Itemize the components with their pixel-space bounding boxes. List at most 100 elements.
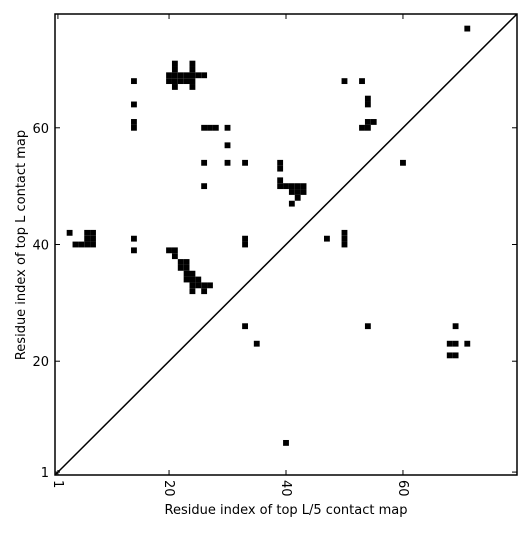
contact-cell [201, 288, 208, 295]
contact-cell [283, 183, 289, 190]
contact-cell [189, 60, 196, 67]
contact-cell [300, 189, 307, 195]
contact-cell [294, 189, 301, 195]
contact-cell [364, 101, 371, 108]
contact-cell [364, 323, 371, 330]
contact-cell [224, 124, 231, 131]
contact-cell [171, 72, 178, 79]
contact-cell [171, 60, 178, 67]
contact-cell [324, 235, 330, 242]
contact-cell [189, 78, 196, 85]
contact-cell [341, 229, 348, 236]
contact-cell [189, 276, 196, 283]
contact-cell [166, 72, 172, 79]
contact-cell [189, 72, 196, 79]
contact-cell [177, 264, 184, 271]
contact-cell [66, 229, 73, 236]
contact-cell [364, 95, 371, 102]
contact-cell [201, 124, 208, 131]
x-tick-label: 40 [278, 480, 293, 497]
contact-cell [171, 84, 178, 90]
contact-cell [183, 259, 190, 265]
contact-cell [452, 352, 459, 359]
contact-cell [177, 72, 184, 79]
contact-cell [201, 159, 208, 166]
contact-cell [341, 235, 348, 242]
contact-cell [171, 247, 178, 254]
contact-cell [90, 235, 96, 242]
contact-cell [370, 119, 377, 125]
contact-cell [452, 323, 459, 330]
contact-cell [359, 78, 365, 85]
contact-cell [242, 159, 248, 166]
contact-cell [277, 183, 284, 190]
contact-cell [359, 124, 365, 131]
contact-cell [131, 247, 137, 254]
contact-cell [294, 183, 301, 190]
contact-cell [189, 288, 196, 295]
contact-cell [212, 124, 219, 131]
contact-cell [189, 66, 196, 73]
contact-cell [131, 78, 137, 85]
contact-cell [166, 247, 172, 254]
contact-cell [224, 142, 231, 149]
contact-cell [242, 235, 248, 242]
contact-cell [131, 235, 137, 242]
contact-cell [288, 200, 295, 207]
y-tick-label: 40 [32, 239, 49, 254]
contact-cell [171, 78, 178, 85]
x-tick-label: 20 [161, 480, 176, 497]
contact-cell [90, 241, 96, 248]
contact-cell [177, 78, 184, 85]
contact-cell [195, 276, 202, 283]
contact-cell [183, 78, 190, 85]
y-tick-label: 20 [32, 355, 49, 370]
contact-cell [183, 72, 190, 79]
contact-cell [201, 72, 208, 79]
y-tick-label: 60 [32, 122, 49, 137]
contact-cell [201, 282, 208, 289]
contact-cell [177, 259, 184, 265]
x-tick-label: 1 [50, 480, 65, 488]
y-axis-label: Residue index of top L contact map [14, 130, 29, 360]
contact-cell [288, 183, 295, 190]
contact-cell [464, 25, 471, 32]
contact-cell [84, 235, 91, 242]
contact-cell [283, 439, 289, 446]
x-tick-label: 60 [395, 480, 410, 497]
diagonal-line [54, 13, 518, 476]
contact-cell [207, 124, 213, 131]
contact-cell [183, 270, 190, 277]
contact-cell [189, 84, 196, 90]
contact-cell [84, 229, 91, 236]
contact-cell [183, 276, 190, 283]
y-tick-label: 1 [41, 466, 49, 481]
contact-cell [131, 124, 137, 131]
contact-cell [446, 340, 453, 347]
contact-cell [400, 159, 406, 166]
contact-cell [364, 119, 371, 125]
contact-cell [201, 183, 208, 190]
contact-cell [131, 119, 137, 125]
contact-cell [294, 194, 301, 201]
contact-cell [78, 241, 85, 248]
contact-cell [224, 159, 231, 166]
contact-cell [277, 165, 284, 172]
contact-cell [341, 241, 348, 248]
contact-cell [189, 282, 196, 289]
contact-cell [242, 323, 248, 330]
contact-cell [131, 101, 137, 108]
contact-cell [364, 124, 371, 131]
contact-cell [84, 241, 91, 248]
contact-cell [207, 282, 213, 289]
contact-cell [242, 241, 248, 248]
contact-cell [341, 78, 348, 85]
contact-cell [171, 253, 178, 260]
contact-cell [183, 264, 190, 271]
contact-cell [171, 66, 178, 73]
contact-cell [464, 340, 471, 347]
contact-cell [189, 270, 196, 277]
contact-cell [253, 340, 260, 347]
contact-cell [446, 352, 453, 359]
